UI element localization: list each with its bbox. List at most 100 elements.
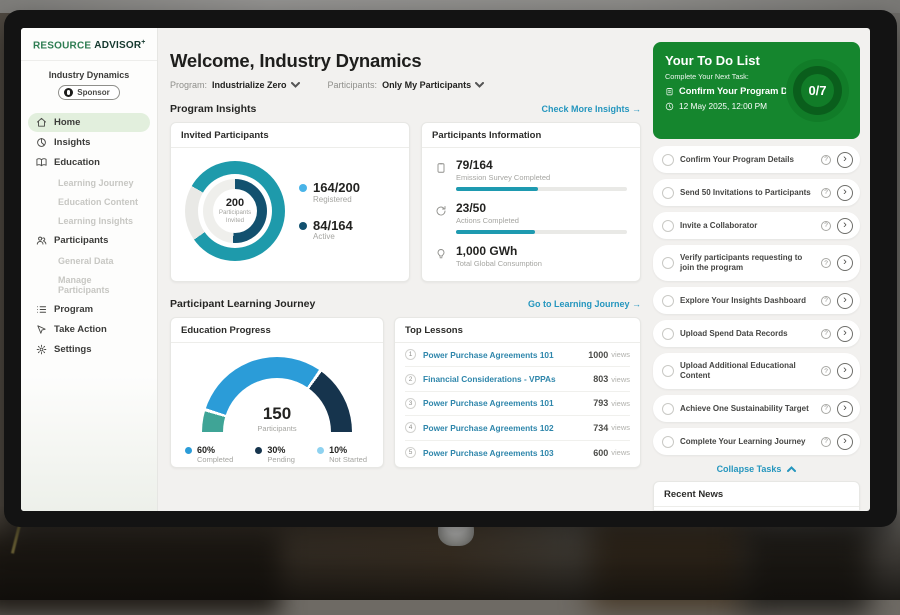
task-row-achieve-target[interactable]: Achieve One Sustainability Target ? ›: [653, 395, 860, 422]
task-row-complete-learning-journey[interactable]: Complete Your Learning Journey ? ›: [653, 428, 860, 455]
task-row-invite-collaborator[interactable]: Invite a Collaborator ? ›: [653, 212, 860, 239]
program-filter-label: Program:: [170, 80, 208, 90]
sidebar-item-take-action[interactable]: Take Action: [28, 320, 150, 339]
stat-value: 23/50: [456, 201, 487, 215]
sidebar-item-education[interactable]: Education: [28, 153, 150, 172]
task-row-send-invitations[interactable]: Send 50 Invitations to Participants ? ›: [653, 179, 860, 206]
registered-value: 164/200: [313, 179, 360, 195]
sponsor-badge-label: Sponsor: [77, 88, 110, 98]
invited-card-title: Invited Participants: [171, 123, 409, 148]
task-checkbox[interactable]: [662, 219, 674, 232]
lesson-link[interactable]: Financial Considerations - VPPAs: [423, 374, 556, 385]
todo-datetime: 12 May 2025, 12:00 PM: [679, 101, 768, 111]
chevron-right-icon[interactable]: ›: [837, 292, 853, 309]
task-row-confirm-program[interactable]: Confirm Your Program Details ? ›: [653, 146, 860, 173]
sidebar-item-insights[interactable]: Insights: [28, 133, 150, 152]
program-filter-value[interactable]: Industrialize Zero: [212, 80, 287, 90]
brand-logo-plus: +: [141, 39, 146, 46]
info-icon[interactable]: ?: [821, 154, 831, 165]
org-name: Industry Dynamics: [48, 70, 130, 81]
chevron-right-icon[interactable]: ›: [837, 400, 853, 417]
task-row-upload-educational-content[interactable]: Upload Additional Educational Content ? …: [653, 353, 860, 389]
stat-emission-survey: 79/164 Emission Survey Completed: [435, 158, 627, 191]
chevron-right-icon[interactable]: ›: [837, 151, 853, 168]
sidebar-item-learning-insights[interactable]: Learning Insights: [58, 215, 134, 226]
task-checkbox[interactable]: [662, 402, 674, 415]
sidebar-item-manage-participants[interactable]: Manage Participants: [58, 274, 110, 295]
active-label: Active: [313, 232, 335, 242]
collapse-tasks-label: Collapse Tasks: [716, 464, 782, 474]
legend-dot: [317, 447, 325, 454]
legend-dot: [299, 221, 307, 230]
task-checkbox[interactable]: [662, 257, 674, 269]
sidebar-item-label: Insights: [54, 137, 91, 149]
info-icon[interactable]: ?: [821, 403, 831, 414]
legend-item-pending: 30% Pending: [255, 445, 295, 464]
participants-information-card: Participants Information 79/164 Emission…: [421, 122, 641, 282]
legend-label: Not Started: [329, 455, 367, 464]
sidebar-item-program[interactable]: Program: [28, 300, 150, 319]
task-checkbox[interactable]: [662, 435, 674, 448]
collapse-tasks-link[interactable]: Collapse Tasks: [653, 464, 860, 474]
lesson-link[interactable]: Power Purchase Agreements 101: [423, 349, 554, 360]
donut-center-label: Participants Invited: [218, 209, 252, 224]
task-checkbox[interactable]: [662, 153, 674, 166]
info-icon[interactable]: ?: [821, 187, 831, 198]
info-icon[interactable]: ?: [821, 328, 831, 339]
info-icon[interactable]: ?: [821, 258, 831, 268]
sidebar-item-general-data[interactable]: General Data: [58, 255, 114, 266]
chevron-down-icon[interactable]: [290, 82, 300, 88]
lesson-link[interactable]: Power Purchase Agreements 101: [423, 398, 554, 409]
legend-dot: [185, 447, 192, 454]
actions-icon: [436, 206, 446, 216]
legend-item-active: 84/164 Active: [299, 218, 360, 242]
sidebar-item-education-content[interactable]: Education Content: [58, 196, 138, 207]
task-label: Achieve One Sustainability Target: [680, 403, 809, 413]
donut-center-value: 200: [225, 197, 245, 210]
info-card-title: Participants Information: [422, 123, 640, 148]
lesson-row: 4 Power Purchase Agreements 102 734 view…: [405, 416, 630, 441]
chevron-right-icon[interactable]: ›: [837, 433, 853, 450]
stat-label: Actions Completed: [456, 216, 519, 225]
sidebar-item-learning-journey[interactable]: Learning Journey: [58, 177, 134, 188]
gauge-center-label: Participants: [257, 424, 297, 433]
background-wall-top: [0, 0, 900, 13]
lesson-link[interactable]: Power Purchase Agreements 103: [423, 447, 554, 458]
brand-logo: RESOURCE ADVISOR+: [21, 28, 157, 62]
task-checkbox[interactable]: [662, 365, 674, 377]
info-icon[interactable]: ?: [821, 436, 831, 447]
info-icon[interactable]: ?: [821, 366, 831, 376]
go-to-learning-journey-link[interactable]: Go to Learning Journey →: [528, 299, 641, 309]
insights-icon: [37, 138, 46, 148]
sidebar-item-participants[interactable]: Participants: [28, 231, 150, 250]
task-row-upload-spend-data[interactable]: Upload Spend Data Records ? ›: [653, 320, 860, 347]
sidebar-item-home[interactable]: Home: [28, 113, 150, 133]
lessons-card-title: Top Lessons: [395, 318, 640, 343]
chevron-down-icon[interactable]: [475, 82, 485, 88]
todo-title: Your To Do List: [665, 53, 760, 68]
lesson-views: 803: [593, 374, 609, 385]
task-row-verify-participants[interactable]: Verify participants requesting to join t…: [653, 245, 860, 281]
task-checkbox[interactable]: [662, 294, 674, 307]
info-icon[interactable]: ?: [821, 220, 831, 231]
brand-logo-secondary: ADVISOR: [94, 40, 142, 52]
chevron-right-icon[interactable]: ›: [837, 217, 853, 234]
task-checkbox[interactable]: [662, 186, 674, 199]
task-row-explore-insights[interactable]: Explore Your Insights Dashboard ? ›: [653, 287, 860, 314]
lesson-row: 1 Power Purchase Agreements 101 1000 vie…: [405, 343, 630, 368]
check-more-insights-link[interactable]: Check More Insights →: [541, 104, 641, 114]
take-action-icon: [37, 325, 46, 335]
sidebar-item-label: Take Action: [54, 324, 107, 336]
info-icon[interactable]: ?: [821, 295, 831, 306]
chevron-right-icon[interactable]: ›: [837, 363, 853, 379]
chevron-right-icon[interactable]: ›: [837, 325, 853, 342]
page-title: Welcome, Industry Dynamics: [170, 50, 422, 71]
participants-filter-value[interactable]: Only My Participants: [382, 80, 472, 90]
chevron-right-icon[interactable]: ›: [837, 255, 853, 271]
lesson-link[interactable]: Power Purchase Agreements 102: [423, 422, 554, 433]
task-label: Invite a Collaborator: [680, 220, 758, 230]
chevron-right-icon[interactable]: ›: [837, 184, 853, 201]
sidebar-item-settings[interactable]: Settings: [28, 340, 150, 359]
task-checkbox[interactable]: [662, 327, 674, 340]
sponsor-badge: Sponsor: [58, 85, 120, 101]
